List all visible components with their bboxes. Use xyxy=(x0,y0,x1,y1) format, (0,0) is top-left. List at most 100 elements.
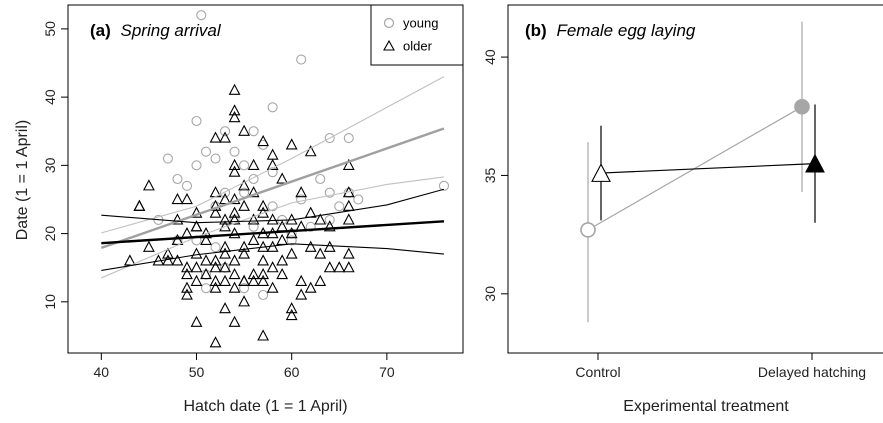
older-point xyxy=(190,206,203,218)
young-point xyxy=(181,180,193,191)
panel-a-scatter: 40 50 60 70 10 20 30 40 50 (a) Spring arrival yo… xyxy=(14,4,464,415)
young-point xyxy=(286,235,297,246)
older-point xyxy=(181,281,193,293)
panel-b-interaction-plot: Control Delayed hatching 30 35 40 (b) Female… xyxy=(482,4,883,415)
older-point xyxy=(276,267,289,280)
older-point xyxy=(171,254,184,266)
panel-b-data-layer xyxy=(580,21,825,323)
panel-a-axes: 40 50 60 70 10 20 30 40 50 xyxy=(42,21,395,380)
older-point xyxy=(209,199,222,211)
older-point xyxy=(238,179,250,191)
older-point xyxy=(257,134,270,147)
panel-a-x-tick-label: 70 xyxy=(379,364,395,380)
young-point xyxy=(200,146,212,157)
older-point xyxy=(257,267,270,280)
panel-a-title-text: Spring arrival xyxy=(121,21,222,40)
older-mean-point xyxy=(805,153,825,173)
older-point xyxy=(247,158,260,170)
young-mean-point xyxy=(580,222,596,238)
older-point xyxy=(228,281,241,293)
older-point xyxy=(228,111,241,123)
panel-a-x-tick-label: 60 xyxy=(284,364,300,380)
legend: young older xyxy=(370,4,464,66)
young-point xyxy=(305,221,316,232)
older-point xyxy=(181,192,193,205)
young-point xyxy=(353,194,364,205)
panel-b-x-tick-label: Delayed hatching xyxy=(758,364,866,380)
older-point xyxy=(314,213,327,225)
older-point xyxy=(228,227,241,239)
older-fit-line xyxy=(101,220,445,245)
young-ci-lower-line xyxy=(101,176,445,279)
legend-young-label: young xyxy=(403,16,438,31)
older-point xyxy=(190,274,203,286)
young-point xyxy=(248,221,259,232)
older-point xyxy=(257,199,270,211)
legend-box xyxy=(370,4,464,66)
older-point xyxy=(247,186,260,198)
panel-a-y-tick-label: 20 xyxy=(42,226,58,242)
panel-b-title-text: Female egg laying xyxy=(556,21,695,40)
panel-b-y-tick-label: 35 xyxy=(482,167,498,183)
panel-b-y-tick-label: 30 xyxy=(482,286,498,302)
older-point xyxy=(314,274,327,286)
older-point xyxy=(295,288,308,300)
older-point xyxy=(190,261,203,273)
young-point xyxy=(210,242,221,253)
young-point xyxy=(191,160,202,171)
older-point xyxy=(200,267,212,280)
older-point xyxy=(342,247,355,259)
older-point xyxy=(295,274,308,286)
young-point xyxy=(229,146,240,157)
young-point xyxy=(162,153,173,164)
older-point xyxy=(171,192,184,205)
panel-a-data-layer xyxy=(100,10,450,348)
older-point xyxy=(276,172,289,184)
older-point xyxy=(219,302,231,314)
older-point xyxy=(228,213,241,225)
young-point xyxy=(296,194,307,205)
older-ci-upper-line xyxy=(101,188,445,224)
older-point xyxy=(228,267,241,280)
older-point xyxy=(304,206,317,218)
older-point xyxy=(247,213,260,225)
older-point xyxy=(266,213,279,225)
older-point xyxy=(228,83,241,95)
older-point xyxy=(333,261,346,273)
panel-a-y-axis-title: Date (1 = 1 April) xyxy=(14,120,31,241)
older-point xyxy=(342,213,355,225)
older-point xyxy=(209,254,222,266)
panel-a-y-tick-label: 50 xyxy=(42,21,58,37)
young-point xyxy=(219,126,231,137)
older-point xyxy=(219,240,231,252)
young-point xyxy=(267,102,278,113)
older-point xyxy=(238,247,250,259)
older-point xyxy=(323,240,336,252)
older-point xyxy=(209,281,222,293)
older-point xyxy=(257,329,270,341)
young-point xyxy=(196,10,207,21)
older-point xyxy=(228,315,241,327)
panel-a-y-tick-label: 10 xyxy=(42,294,58,310)
older-point xyxy=(266,148,279,160)
older-point xyxy=(219,131,231,143)
older-point xyxy=(304,145,317,157)
older-point xyxy=(181,227,193,239)
older-point xyxy=(276,254,289,266)
young-point xyxy=(219,187,231,198)
young-point xyxy=(267,201,278,212)
young-point xyxy=(438,180,450,191)
older-point xyxy=(342,199,355,211)
panel-b-plot-frame xyxy=(507,4,883,354)
young-point xyxy=(200,283,212,294)
older-point xyxy=(181,261,193,273)
panel-a-y-tick-label: 30 xyxy=(42,157,58,173)
older-mean-point xyxy=(591,163,611,182)
older-point xyxy=(238,295,250,307)
older-point xyxy=(266,261,279,273)
older-point xyxy=(190,220,203,232)
older-point xyxy=(133,199,146,211)
young-point xyxy=(239,283,250,294)
older-point xyxy=(285,138,298,150)
